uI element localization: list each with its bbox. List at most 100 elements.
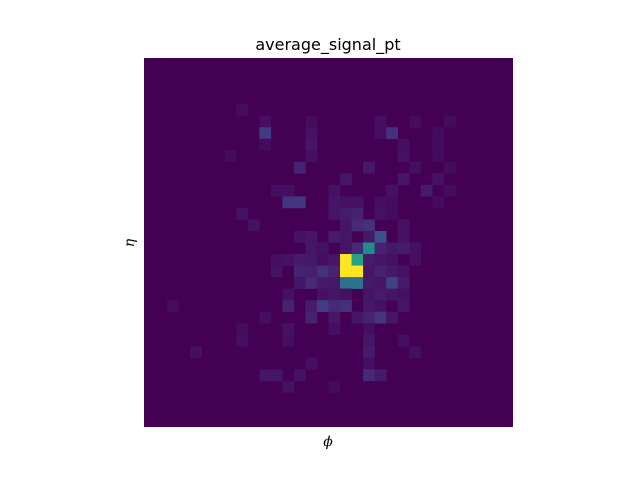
heatmap-cell [270, 254, 283, 266]
heatmap-cell [282, 196, 295, 209]
heatmap-cell [443, 115, 456, 128]
heatmap-cell [374, 207, 387, 220]
heatmap-cell [340, 265, 352, 278]
heatmap-cell [374, 115, 387, 128]
heatmap-cell [363, 219, 375, 232]
heatmap-cell [340, 300, 352, 312]
heatmap-cell [328, 196, 341, 209]
heatmap-cell [340, 288, 352, 301]
heatmap-cell [282, 380, 295, 393]
heatmap-cell [409, 115, 422, 128]
heatmap-cell [420, 184, 433, 197]
heatmap-cell [328, 277, 341, 289]
heatmap-cell [443, 184, 456, 197]
heatmap-cell [305, 265, 318, 278]
heatmap-cell [224, 150, 237, 163]
heatmap-cell [374, 288, 387, 301]
heatmap-cell [397, 230, 410, 243]
heatmap-cell [363, 346, 375, 359]
heatmap-cell [351, 219, 364, 232]
heatmap-cell [340, 196, 352, 209]
heatmap-cell [316, 288, 329, 301]
heatmap-cell [293, 254, 306, 266]
heatmap-cell [316, 277, 329, 289]
heatmap-cell [363, 265, 375, 278]
heatmap-cell [351, 311, 364, 324]
heatmap-cell [293, 265, 306, 278]
plot-area [144, 58, 513, 427]
heatmap-cell [328, 323, 341, 336]
heatmap-cell [386, 184, 398, 197]
heatmap-cell [386, 288, 398, 301]
heatmap-cell [305, 127, 318, 140]
heatmap-cell [363, 323, 375, 336]
heatmap-cell [363, 357, 375, 370]
heatmap-cell [397, 277, 410, 289]
y-axis-label: η [122, 238, 138, 247]
heatmap-cell [340, 173, 352, 186]
heatmap-cell [305, 254, 318, 266]
heatmap-cell [351, 196, 364, 209]
heatmap-cell [236, 104, 249, 116]
heatmap-cell [432, 138, 445, 151]
heatmap-cell [316, 254, 329, 266]
heatmap-cell [443, 161, 456, 174]
heatmap-cell [363, 242, 375, 255]
x-axis-label: ϕ [323, 434, 333, 450]
heatmap-cell [259, 138, 272, 151]
heatmap-cell [316, 242, 329, 255]
heatmap-cell [305, 357, 318, 370]
heatmap-cell [282, 334, 295, 347]
heatmap-cell [293, 230, 306, 243]
heatmap-cell [259, 127, 272, 140]
heatmap-cell [328, 254, 341, 266]
heatmap-cell [293, 369, 306, 382]
heatmap-cell [374, 196, 387, 209]
heatmap-cell [316, 300, 329, 312]
heatmap-cell [236, 323, 249, 336]
heatmap-cell [351, 254, 364, 266]
heatmap-cell [305, 300, 318, 312]
heatmap-cell [397, 138, 410, 151]
heatmap-cell [293, 161, 306, 174]
heatmap-cell [386, 207, 398, 220]
heatmap-cell [397, 265, 410, 278]
heatmap-cell [386, 196, 398, 209]
heatmap-cell [340, 242, 352, 255]
heatmap-cell [363, 161, 375, 174]
heatmap-cell [340, 277, 352, 289]
heatmap-cell [270, 265, 283, 278]
heatmap-cell [432, 196, 445, 209]
heatmap-cell [190, 346, 202, 359]
heatmap-cell [282, 254, 295, 266]
heatmap-cell [340, 207, 352, 220]
heatmap-cell [351, 207, 364, 220]
heatmap-cell [305, 115, 318, 128]
heatmap-cell [305, 311, 318, 324]
heatmap-cell [374, 254, 387, 266]
heatmap-cell [386, 311, 398, 324]
heatmap-cell [328, 265, 341, 278]
chart-title: average_signal_pt [255, 35, 400, 55]
heatmap-cell [340, 230, 352, 243]
heatmap-cell [328, 288, 341, 301]
heatmap-cell [293, 277, 306, 289]
heatmap-cell [305, 242, 318, 255]
heatmap-cell [432, 150, 445, 163]
heatmap-cell [374, 230, 387, 243]
heatmap-cell [397, 300, 410, 312]
heatmap-cell [374, 242, 387, 255]
heatmap-cell [282, 288, 295, 301]
heatmap-cell [386, 254, 398, 266]
heatmap-cell [351, 277, 364, 289]
heatmap-cell [386, 242, 398, 255]
heatmap-cell [282, 300, 295, 312]
heatmap-cell [363, 277, 375, 289]
heatmap-cell [386, 277, 398, 289]
heatmap-cell [340, 219, 352, 232]
heatmap-cell [363, 254, 375, 266]
heatmap-cell [340, 254, 352, 266]
heatmap-cell [363, 300, 375, 312]
heatmap-cell [386, 127, 398, 140]
heatmap-cell [270, 184, 283, 197]
